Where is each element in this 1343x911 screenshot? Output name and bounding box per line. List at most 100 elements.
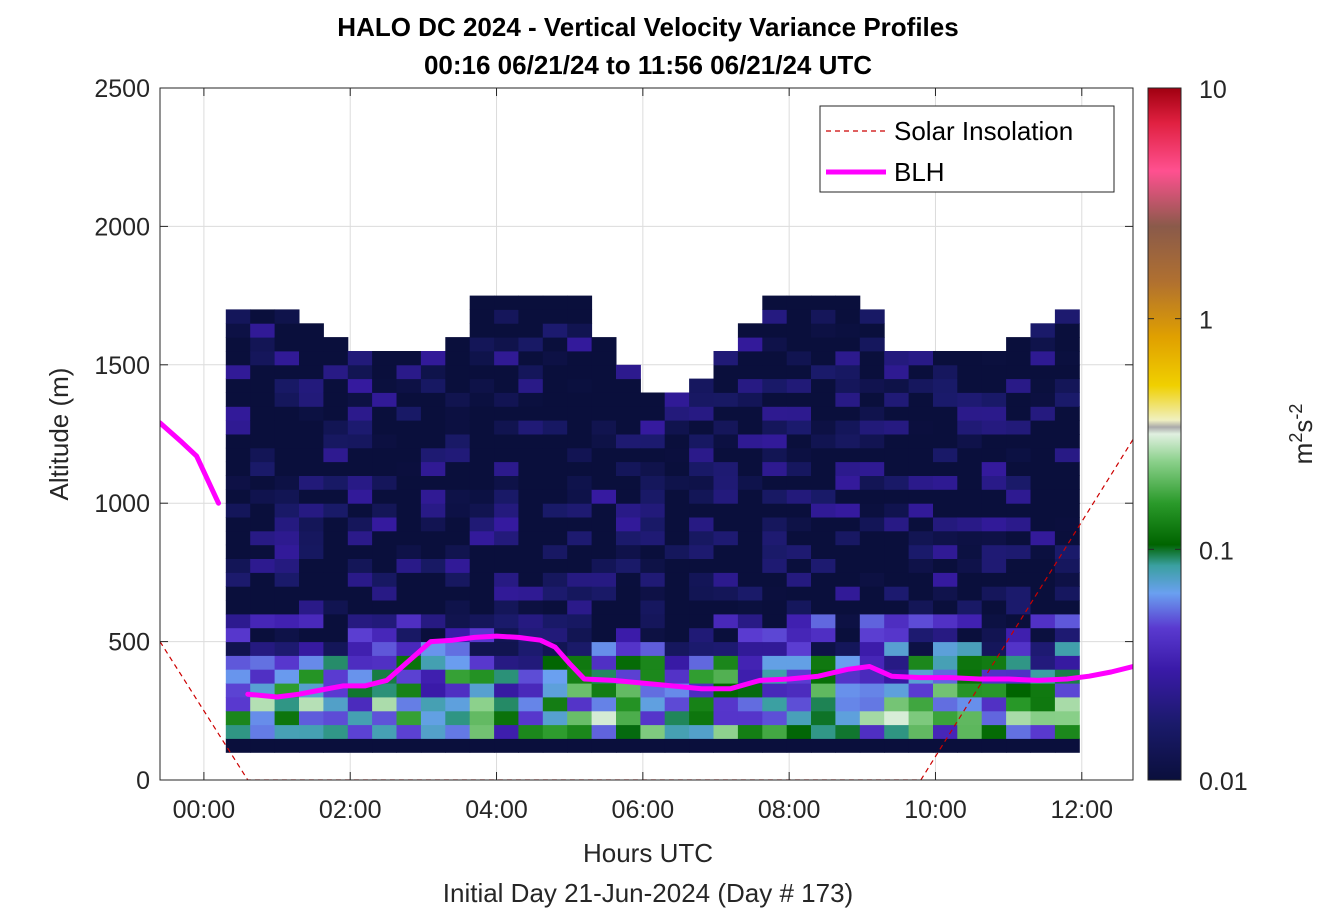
heatmap-cell xyxy=(908,627,934,643)
heatmap-cell xyxy=(616,558,641,573)
heatmap-cell xyxy=(274,309,300,324)
heatmap-cell xyxy=(981,517,1007,532)
heatmap-cell xyxy=(664,600,690,615)
heatmap-cell xyxy=(225,530,251,546)
heatmap-cell xyxy=(323,517,349,532)
heatmap-cell xyxy=(737,447,763,463)
heatmap-cell xyxy=(591,475,617,490)
heatmap-cell xyxy=(591,337,617,352)
heatmap-cell xyxy=(884,600,910,615)
heatmap-cell xyxy=(786,683,812,698)
heatmap-cell xyxy=(664,420,690,435)
heatmap-cell xyxy=(689,489,714,504)
heatmap-cell xyxy=(616,406,641,421)
heatmap-cell xyxy=(640,530,666,546)
heatmap-cell xyxy=(250,697,276,712)
heatmap-cell xyxy=(762,613,788,629)
heatmap-cell xyxy=(445,724,471,739)
heatmap-cell xyxy=(640,641,666,656)
heatmap-cell xyxy=(396,683,422,698)
heatmap-cell xyxy=(664,503,690,518)
heatmap-cell xyxy=(250,434,276,449)
heatmap-cell xyxy=(274,489,300,504)
heatmap-cell xyxy=(762,627,788,643)
heatmap-cell xyxy=(933,724,958,739)
heatmap-cell xyxy=(372,738,397,753)
heatmap-cell xyxy=(225,323,251,338)
heatmap-cell xyxy=(274,572,300,587)
heatmap-cell xyxy=(957,503,983,518)
heatmap-cell xyxy=(347,600,373,615)
heatmap-cell xyxy=(225,669,251,684)
heatmap-cell xyxy=(445,558,471,573)
heatmap-cell xyxy=(786,447,812,463)
heatmap-cell xyxy=(1006,503,1031,518)
heatmap-cell xyxy=(494,461,519,476)
heatmap-cell xyxy=(396,710,422,726)
heatmap-cell xyxy=(323,697,349,712)
heatmap-cell xyxy=(250,586,276,601)
heatmap-cell xyxy=(664,434,690,449)
heatmap-cell xyxy=(567,295,593,310)
heatmap-cell xyxy=(859,351,885,366)
heatmap-cell xyxy=(762,600,788,615)
heatmap-cell xyxy=(933,461,958,476)
heatmap-cell xyxy=(469,669,495,684)
heatmap-cell xyxy=(567,530,593,546)
heatmap-cell xyxy=(518,392,544,407)
heatmap-cell xyxy=(859,337,885,352)
heatmap-cell xyxy=(957,364,983,380)
heatmap-cell xyxy=(567,434,593,449)
heatmap-cell xyxy=(494,738,519,753)
heatmap-cell xyxy=(835,323,861,338)
heatmap-cell xyxy=(1006,475,1031,490)
heatmap-cell xyxy=(786,558,812,573)
heatmap-cell xyxy=(762,530,788,546)
heatmap-cell xyxy=(884,378,910,393)
heatmap-cell xyxy=(299,710,324,726)
heatmap-cell xyxy=(299,420,324,435)
heatmap-cell xyxy=(835,544,861,559)
heatmap-cell xyxy=(323,669,349,684)
heatmap-cell xyxy=(884,710,910,726)
heatmap-cell xyxy=(469,724,495,739)
heatmap-cell xyxy=(396,572,422,587)
heatmap-cell xyxy=(689,600,714,615)
heatmap-cell xyxy=(420,738,446,753)
heatmap-cell xyxy=(494,406,519,421)
heatmap-cell xyxy=(762,517,788,532)
heatmap-cell xyxy=(859,710,885,726)
heatmap-cell xyxy=(859,683,885,698)
heatmap-cell xyxy=(225,461,251,476)
heatmap-cell xyxy=(689,627,714,643)
heatmap-cell xyxy=(811,530,836,546)
heatmap-cell xyxy=(664,447,690,463)
heatmap-cell xyxy=(542,378,568,393)
heatmap-cell xyxy=(323,586,349,601)
x-tick-label-0: 00:00 xyxy=(173,796,236,824)
heatmap-cell xyxy=(445,447,471,463)
heatmap-cell xyxy=(981,475,1007,490)
heatmap-cell xyxy=(323,627,349,643)
heatmap-cell xyxy=(518,544,544,559)
heatmap-cell xyxy=(274,447,300,463)
heatmap-cell xyxy=(737,586,763,601)
heatmap-cell xyxy=(372,392,397,407)
heatmap-cell xyxy=(689,503,714,518)
y-axis-label: Altitude (m) xyxy=(44,368,74,501)
heatmap-cell xyxy=(396,434,422,449)
heatmap-cell xyxy=(689,530,714,546)
heatmap-cell xyxy=(664,655,690,670)
heatmap-cell xyxy=(494,364,519,380)
heatmap-cell xyxy=(640,392,666,407)
heatmap-cell xyxy=(420,613,446,629)
heatmap-cell xyxy=(1030,475,1056,490)
heatmap-cell xyxy=(957,406,983,421)
heatmap-cell xyxy=(859,434,885,449)
heatmap-cell xyxy=(933,572,958,587)
heatmap-cell xyxy=(420,655,446,670)
heatmap-cell xyxy=(981,461,1007,476)
heatmap-cell xyxy=(884,489,910,504)
heatmap-cell xyxy=(494,309,519,324)
heatmap-cell xyxy=(567,475,593,490)
